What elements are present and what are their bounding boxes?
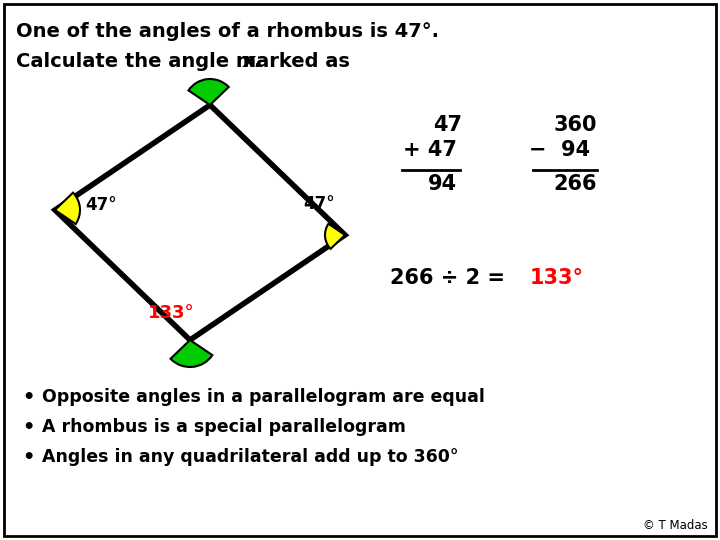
Text: 360: 360 <box>553 115 597 135</box>
Wedge shape <box>325 224 345 249</box>
Text: Calculate the angle marked as: Calculate the angle marked as <box>16 52 356 71</box>
Text: 133°: 133° <box>530 268 584 288</box>
Text: 47°: 47° <box>85 196 117 214</box>
Text: 266: 266 <box>553 174 597 194</box>
Polygon shape <box>55 105 345 340</box>
Wedge shape <box>189 79 229 105</box>
Text: −  94: − 94 <box>529 140 590 160</box>
Text: •: • <box>22 388 35 407</box>
Wedge shape <box>55 193 80 224</box>
Text: + 47: + 47 <box>403 140 457 160</box>
Text: Opposite angles in a parallelogram are equal: Opposite angles in a parallelogram are e… <box>42 388 485 406</box>
Text: 133°: 133° <box>148 304 194 322</box>
Text: 266 ÷ 2 =: 266 ÷ 2 = <box>390 268 512 288</box>
Text: A rhombus is a special parallelogram: A rhombus is a special parallelogram <box>42 418 406 436</box>
Text: x.: x. <box>243 52 263 71</box>
Text: Angles in any quadrilateral add up to 360°: Angles in any quadrilateral add up to 36… <box>42 448 459 466</box>
Text: One of the angles of a rhombus is 47°.: One of the angles of a rhombus is 47°. <box>16 22 439 41</box>
Text: 94: 94 <box>428 174 456 194</box>
Text: © T Madas: © T Madas <box>643 519 708 532</box>
Text: •: • <box>22 448 35 467</box>
Wedge shape <box>171 340 212 367</box>
Text: •: • <box>22 418 35 437</box>
Text: 47: 47 <box>433 115 462 135</box>
Text: 47°: 47° <box>303 195 335 213</box>
